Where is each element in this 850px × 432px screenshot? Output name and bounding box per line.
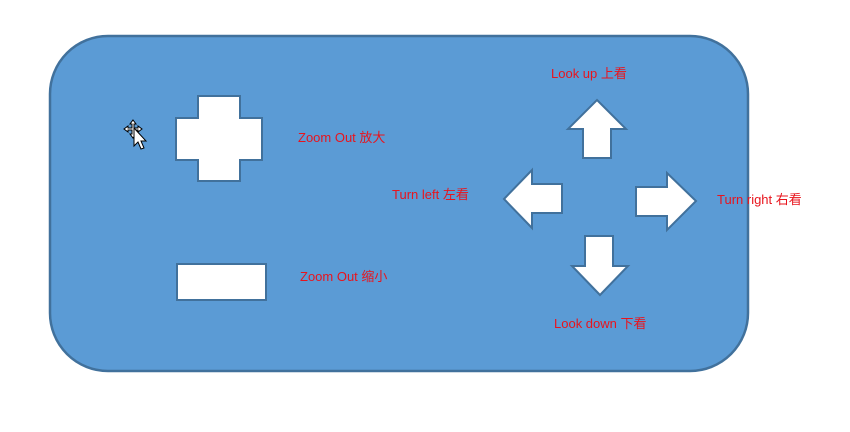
look-down-label: Look down 下看 (554, 316, 647, 331)
look-up-label: Look up 上看 (551, 66, 627, 81)
plus-icon[interactable] (175, 95, 263, 182)
zoom-out-label: Zoom Out 缩小 (300, 269, 388, 284)
minus-icon[interactable] (176, 263, 267, 301)
zoom-in-label: Zoom Out 放大 (298, 130, 386, 145)
move-cursor-icon (123, 119, 148, 150)
turn-left-label: Turn left 左看 (392, 187, 469, 202)
arrow-right-icon[interactable] (635, 170, 698, 233)
turn-right-label: Turn right 右看 (717, 192, 802, 207)
arrow-left-icon[interactable] (502, 167, 563, 231)
arrow-down-icon[interactable] (569, 235, 631, 297)
arrow-up-icon[interactable] (565, 98, 629, 159)
